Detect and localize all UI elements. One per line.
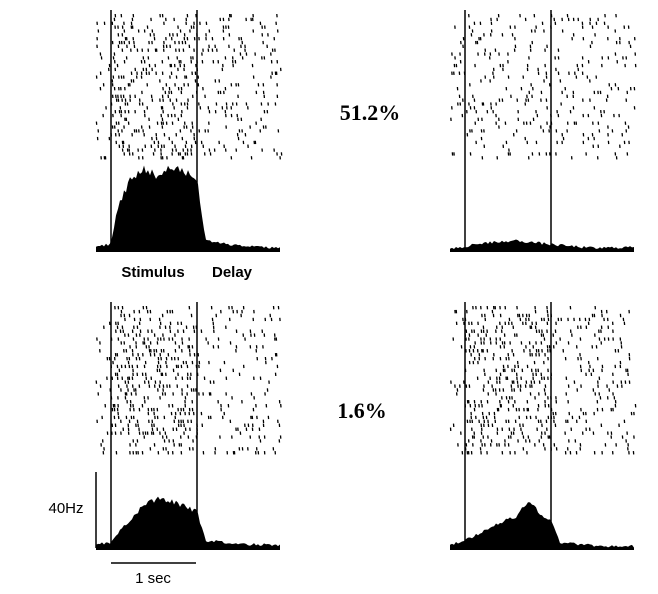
psth-1.6-right (450, 502, 634, 550)
panel-51-left (95, 10, 283, 252)
coherence-label-51: 51.2% (340, 100, 401, 125)
panel-51-right (450, 10, 637, 252)
time-scale-label: 1 sec (135, 570, 171, 587)
delay-epoch-label: Delay (212, 264, 253, 281)
raster-1.6-right (449, 305, 637, 455)
raster-51-left (95, 13, 283, 160)
panel-1.6-left (95, 302, 282, 550)
stimulus-epoch-label: Stimulus (121, 264, 184, 281)
psth-51-left (96, 165, 280, 252)
coherence-label-1.6: 1.6% (337, 398, 387, 423)
psth-51-right (450, 239, 634, 252)
rate-scale-label: 40Hz (48, 500, 83, 517)
panel-1.6-right (449, 302, 637, 550)
psth-1.6-left (96, 496, 280, 550)
raster-51-right (450, 13, 637, 160)
raster-1.6-left (95, 305, 282, 455)
